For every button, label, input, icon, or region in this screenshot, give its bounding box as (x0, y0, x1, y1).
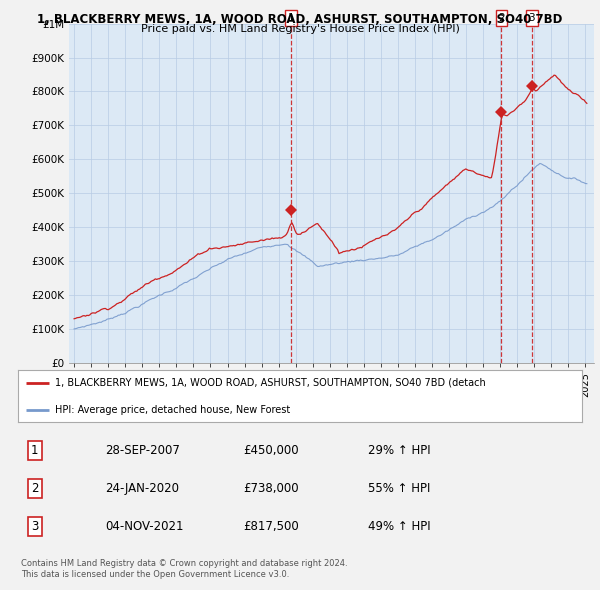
Text: £738,000: £738,000 (244, 482, 299, 495)
Text: £817,500: £817,500 (244, 520, 299, 533)
Text: 1, BLACKBERRY MEWS, 1A, WOOD ROAD, ASHURST, SOUTHAMPTON, SO40 7BD: 1, BLACKBERRY MEWS, 1A, WOOD ROAD, ASHUR… (37, 13, 563, 26)
Text: 3: 3 (31, 520, 38, 533)
Text: 29% ↑ HPI: 29% ↑ HPI (368, 444, 430, 457)
Text: Price paid vs. HM Land Registry's House Price Index (HPI): Price paid vs. HM Land Registry's House … (140, 24, 460, 34)
Text: 1: 1 (288, 13, 295, 23)
Text: 24-JAN-2020: 24-JAN-2020 (106, 482, 179, 495)
Text: 2: 2 (498, 13, 505, 23)
Text: Contains HM Land Registry data © Crown copyright and database right 2024.
This d: Contains HM Land Registry data © Crown c… (21, 559, 347, 579)
Text: 28-SEP-2007: 28-SEP-2007 (106, 444, 180, 457)
Text: £450,000: £450,000 (244, 444, 299, 457)
Text: 1, BLACKBERRY MEWS, 1A, WOOD ROAD, ASHURST, SOUTHAMPTON, SO40 7BD (detach: 1, BLACKBERRY MEWS, 1A, WOOD ROAD, ASHUR… (55, 378, 485, 388)
Text: 1: 1 (31, 444, 38, 457)
Text: 04-NOV-2021: 04-NOV-2021 (106, 520, 184, 533)
Text: 2: 2 (31, 482, 38, 495)
Text: 55% ↑ HPI: 55% ↑ HPI (368, 482, 430, 495)
Text: 3: 3 (529, 13, 535, 23)
Text: HPI: Average price, detached house, New Forest: HPI: Average price, detached house, New … (55, 405, 290, 415)
Text: 49% ↑ HPI: 49% ↑ HPI (368, 520, 430, 533)
